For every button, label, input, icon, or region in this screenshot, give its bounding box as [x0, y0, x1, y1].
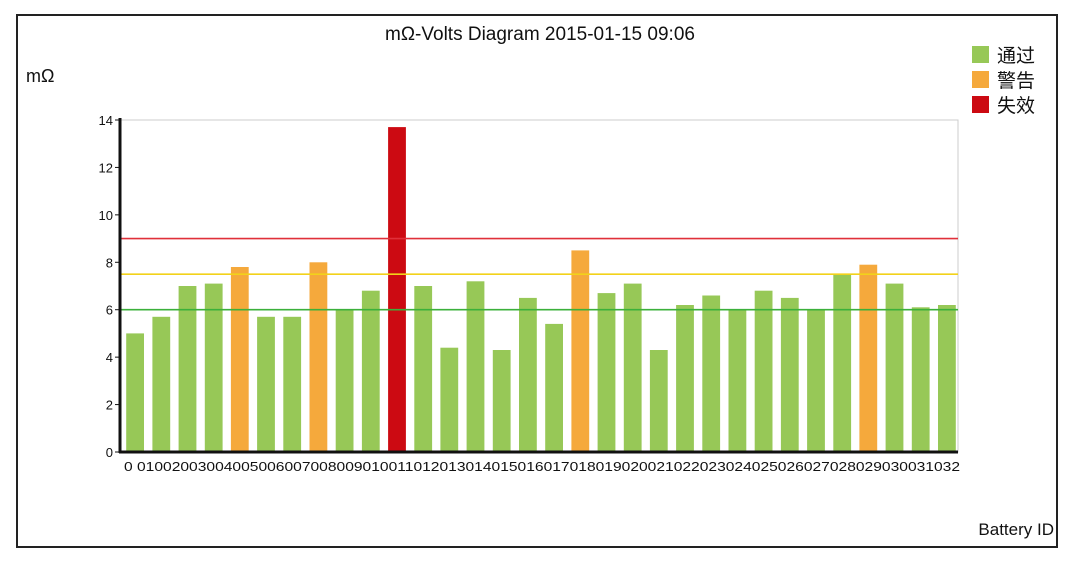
bar-017 [545, 323, 563, 452]
y-tick-label-12: 12 [99, 160, 113, 175]
bar-009 [335, 309, 354, 452]
bar-032 [938, 305, 956, 452]
bar-011 [388, 127, 406, 452]
bar-001 [126, 333, 144, 452]
y-tick-label-8: 8 [106, 255, 113, 270]
y-tick-label-14: 14 [99, 113, 113, 128]
legend: 通过 警告 失效 [972, 42, 1035, 117]
bar-002 [152, 316, 171, 452]
legend-label-warn: 警告 [997, 71, 1036, 92]
legend-item-pass: 通过 [972, 42, 1035, 67]
bar-019 [597, 293, 616, 452]
bar-016 [519, 297, 537, 452]
y-tick-label-4: 4 [106, 350, 113, 365]
bar-013 [440, 347, 459, 452]
legend-label-pass: 通过 [997, 46, 1036, 67]
y-axis-label: mΩ [26, 66, 55, 86]
bar-024 [728, 309, 747, 452]
x-axis-label: Battery ID [978, 520, 1054, 539]
bar-027 [807, 309, 825, 452]
bar-022 [676, 305, 694, 452]
bar-018 [571, 250, 590, 452]
legend-label-fail: 失效 [997, 96, 1036, 117]
bar-005 [230, 267, 249, 452]
bar-015 [492, 350, 511, 452]
bar-026 [780, 297, 799, 452]
bar-014 [466, 281, 485, 452]
chart-frame [16, 14, 1058, 548]
bar-021 [649, 350, 668, 452]
bar-007 [283, 316, 302, 452]
bar-010 [361, 290, 380, 452]
bar-006 [257, 316, 275, 452]
y-tick-label-2: 2 [106, 398, 113, 413]
chart-title: mΩ-Volts Diagram 2015-01-15 09:06 [385, 24, 695, 45]
bar-020 [623, 283, 642, 452]
bar-023 [702, 295, 721, 452]
bar-025 [754, 290, 773, 452]
y-tick-label-10: 10 [99, 208, 113, 223]
bar-012 [414, 286, 433, 452]
y-tick-label-6: 6 [106, 303, 113, 318]
bar-028 [833, 274, 852, 452]
legend-item-fail: 失效 [972, 92, 1035, 117]
bar-031 [911, 307, 930, 452]
bar-030 [885, 283, 904, 452]
bar-029 [859, 264, 878, 452]
legend-item-warn: 警告 [972, 67, 1035, 92]
x-tick-labels: 0 01002003004005006007008009010011012013… [124, 459, 960, 474]
legend-swatch-pass [972, 46, 989, 63]
legend-swatch-warn [972, 71, 989, 88]
legend-swatch-fail [972, 96, 989, 113]
bar-008 [309, 262, 328, 452]
bar-003 [178, 286, 197, 452]
y-tick-label-0: 0 [106, 445, 113, 460]
bar-004 [204, 283, 223, 452]
